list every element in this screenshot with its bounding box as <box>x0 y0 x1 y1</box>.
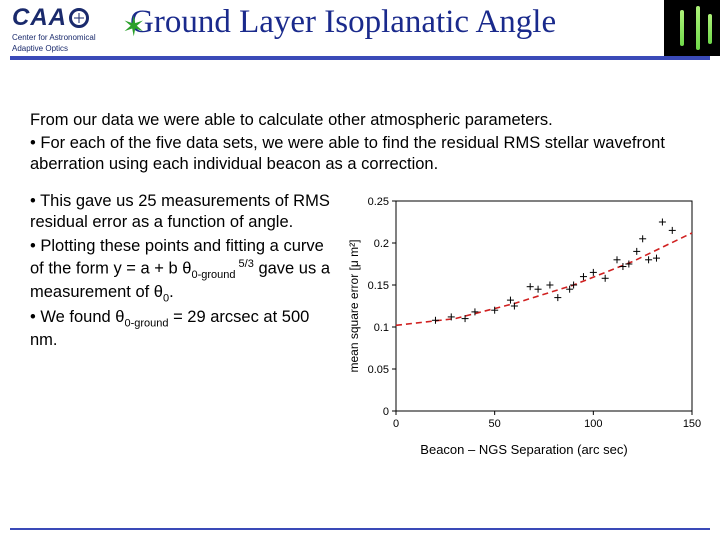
bullet-3: • We found θ0-ground = 29 arcsec at 500 … <box>30 307 330 351</box>
svg-text:150: 150 <box>683 418 701 430</box>
svg-text:0: 0 <box>393 418 399 430</box>
svg-text:0.1: 0.1 <box>374 322 389 334</box>
title-block: ✶ Ground Layer Isoplanatic Angle <box>130 4 556 41</box>
logo: CAA Center for Astronomical Adaptive Opt… <box>12 4 122 54</box>
bullet-column: • This gave us 25 measurements of RMS re… <box>30 191 330 451</box>
bullet-2: • Plotting these points and fitting a cu… <box>30 236 330 305</box>
intro-p1: From our data we were able to calculate … <box>30 110 690 131</box>
header-rule <box>10 56 710 60</box>
bullet-1: • This gave us 25 measurements of RMS re… <box>30 191 330 233</box>
svg-text:0.15: 0.15 <box>368 280 389 292</box>
page-title: Ground Layer Isoplanatic Angle <box>130 4 556 41</box>
svg-text:mean square error [μ m²]: mean square error [μ m²] <box>347 240 361 373</box>
svg-text:0: 0 <box>383 406 389 418</box>
chart: 0 0.05 0.1 0.15 0.2 0.25 0 50 100 150 mean square … <box>344 191 704 451</box>
svg-text:0.25: 0.25 <box>368 196 389 208</box>
star-icon: ✶ <box>122 10 145 43</box>
logo-subline2: Adaptive Optics <box>12 45 122 54</box>
chart-xlabel: Beacon – NGS Separation (arc sec) <box>344 442 704 457</box>
logo-text: CAA <box>12 4 122 32</box>
logo-o-icon <box>69 8 89 28</box>
logo-letters: CAA <box>12 4 67 32</box>
svg-text:0.05: 0.05 <box>368 364 389 376</box>
footer-rule <box>10 528 710 530</box>
logo-subline1: Center for Astronomical <box>12 34 122 43</box>
svg-text:0.2: 0.2 <box>374 238 389 250</box>
svg-text:100: 100 <box>584 418 602 430</box>
chart-svg: 0 0.05 0.1 0.15 0.2 0.25 0 50 100 150 mean square … <box>344 191 704 437</box>
svg-text:50: 50 <box>489 418 501 430</box>
corner-image <box>664 0 720 56</box>
intro-p2: • For each of the five data sets, we wer… <box>30 133 690 175</box>
intro-text: From our data we were able to calculate … <box>0 72 720 175</box>
